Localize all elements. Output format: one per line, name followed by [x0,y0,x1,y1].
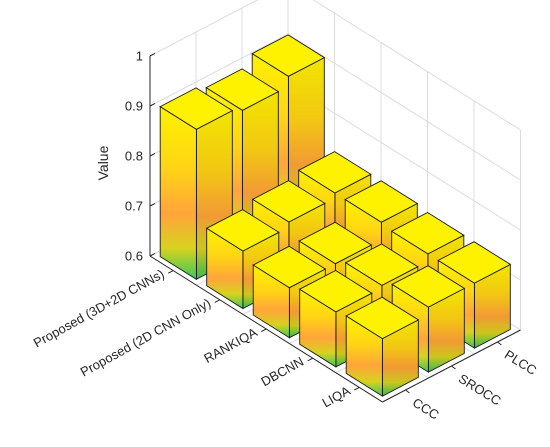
bar-top-face [205,68,280,111]
bar-top-face [344,180,419,223]
bar-top-face [345,296,420,340]
category-tick [214,299,220,303]
bar-top-face [252,245,327,289]
category-tick [307,357,313,362]
category-tick [354,386,360,391]
metric-tick [451,365,456,370]
metric-tick [497,341,502,346]
bar-top-face [390,211,465,255]
category-tick [168,270,174,274]
bar-top-face [298,269,373,313]
bar-top-face [298,221,373,265]
z-tick-label: 0.7 [125,199,143,214]
bar-top-face [251,180,326,223]
bar-top-face [344,243,419,286]
z-tick-label: 1 [136,49,143,64]
z-tick-label: 0.8 [125,149,143,164]
metric-label: CCC [410,395,442,423]
z-tick-label: 0.9 [125,99,143,114]
category-label: LIQA [320,383,353,411]
bars [159,34,512,397]
bar-side-face [159,105,197,281]
z-tick-label: 0.6 [125,249,143,264]
category-label: RANKIQA [201,324,260,366]
bar [345,296,420,397]
z-tick [149,202,156,207]
category-tick [261,328,267,333]
metric-label: SROCC [456,371,504,409]
bar-top-face [205,209,280,252]
z-tick [149,52,156,57]
metric-label: PLCC [502,347,539,378]
z-tick [149,152,156,157]
bar-top-face [391,265,466,308]
bar-top-face [159,87,234,130]
bar-top-face [297,151,372,194]
metric-tick [405,389,410,394]
z-tick [149,102,156,107]
axes [149,52,521,403]
z-tick [149,252,156,257]
y-axis-label: Value [95,145,111,180]
bar-top-face [437,241,512,284]
category-label: DBCNN [258,354,306,390]
bar [159,87,234,281]
bar-top-face [251,34,326,77]
